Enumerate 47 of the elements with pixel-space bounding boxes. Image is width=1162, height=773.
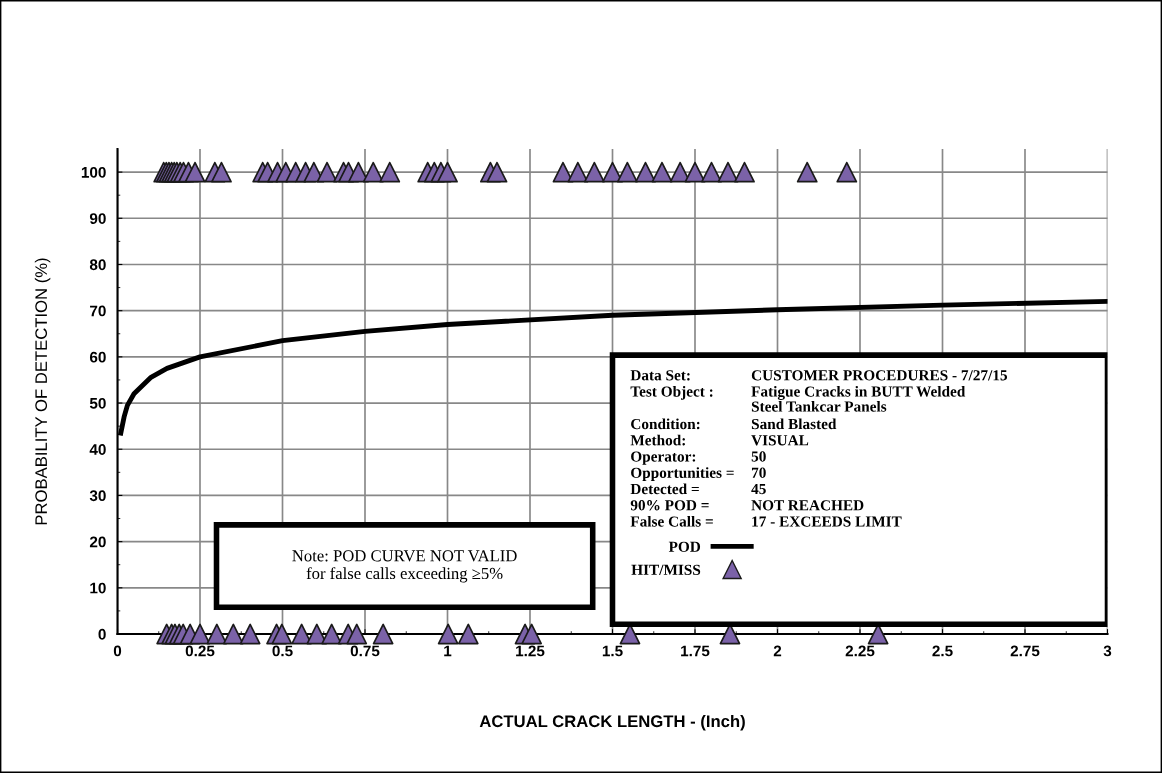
annotation: 90% POD =	[630, 500, 709, 511]
annotation: 17 - EXCEEDS LIMIT	[752, 516, 902, 527]
y-tick-label: 90	[89, 213, 106, 224]
annotation: Sand Blasted	[751, 418, 837, 430]
annotation: Condition:	[631, 418, 700, 430]
annotation: False Calls =	[630, 515, 713, 527]
y-axis-title: PROBABILITY OF DETECTION (%)	[34, 258, 51, 525]
y-tick-label: 10	[90, 582, 106, 594]
y-tick-label: 0	[98, 628, 106, 640]
y-tick-label: 60	[89, 351, 106, 363]
x-tick-label: 0	[113, 645, 122, 657]
x-tick-label: 3	[1103, 645, 1112, 657]
annotation: Detected =	[630, 483, 699, 495]
x-tick-label: 1	[444, 645, 452, 657]
x-tick-label: 2.5	[932, 645, 953, 657]
annotation: Opportunities =	[631, 467, 734, 482]
x-tick-label: 0.25	[185, 645, 215, 657]
y-tick-label: 50	[89, 397, 106, 409]
x-tick-label: 1.25	[516, 645, 545, 657]
x-tick-label: 1.5	[602, 645, 623, 657]
x-tick-label: 1.75	[681, 645, 710, 657]
y-tick-label: 70	[90, 305, 106, 317]
annotation: VISUAL	[751, 435, 809, 446]
y-tick-label: 40	[89, 444, 106, 455]
annotation: 50	[751, 451, 766, 462]
y-tick-label: 30	[89, 490, 106, 502]
annotation: CUSTOMER PROCEDURES - 7/27/15	[751, 370, 1008, 381]
annotation: NOT REACHED	[751, 500, 864, 511]
annotation: 70	[751, 467, 766, 478]
annotation: 45	[751, 483, 766, 495]
y-tick-label: 80	[89, 259, 106, 271]
annotation: Operator:	[631, 451, 696, 465]
x-tick-label: 2	[773, 645, 782, 657]
y-tick-label: 100	[81, 166, 106, 178]
x-tick-label: 0.75	[350, 645, 380, 657]
legend-label: POD	[668, 541, 701, 552]
y-tick-label: 20	[89, 536, 106, 548]
annotation: Fatigue Cracks in BUTT Welded Steel Tankcar Panels	[751, 385, 966, 412]
legend-label: HIT/MISS	[631, 564, 701, 576]
annotation: Note: POD CURVE NOT VALID for false calls exceeding ≥5%	[292, 550, 517, 583]
annotation: Data Set:	[630, 370, 690, 381]
annotation: Method:	[630, 434, 685, 446]
x-axis-title: ACTUAL CRACK LENGTH - (Inch)	[479, 714, 745, 731]
x-tick-label: 2.25	[845, 645, 875, 657]
annotation: Test Object :	[630, 385, 713, 400]
x-tick-label: 2.75	[1010, 645, 1040, 657]
x-tick-label: 0.5	[272, 645, 293, 657]
